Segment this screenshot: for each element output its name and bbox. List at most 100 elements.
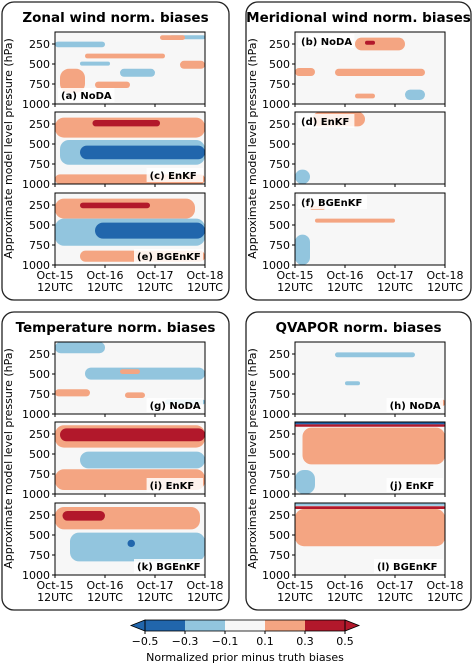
x-tick-label: 12UTC — [277, 281, 313, 294]
y-tick-label: 250 — [269, 199, 290, 212]
y-tick-label: 500 — [269, 138, 290, 151]
y-tick-label: 1000 — [22, 178, 50, 191]
x-tick-label: Oct-17 — [377, 579, 414, 592]
y-tick-label: 250 — [269, 509, 290, 522]
panel-label-bg — [298, 114, 355, 128]
bias-region — [295, 169, 310, 184]
y-tick-label: 500 — [29, 138, 50, 151]
y-tick-label: 250 — [29, 428, 50, 441]
y-tick-label: 750 — [29, 78, 50, 91]
panel-label-bg — [146, 478, 203, 492]
x-tick-label: Oct-18 — [187, 269, 224, 282]
bias-region — [295, 422, 445, 425]
y-tick-label: 500 — [29, 368, 50, 381]
y-axis-label: Approximate model level pressure (hPa) — [2, 348, 15, 569]
y-tick-label: 500 — [29, 219, 50, 232]
y-tick-label: 1000 — [262, 488, 290, 501]
x-tick-label: Oct-18 — [427, 269, 464, 282]
x-tick-label: 12UTC — [187, 591, 223, 604]
y-tick-label: 1000 — [262, 408, 290, 421]
x-tick-label: Oct-16 — [327, 579, 364, 592]
bias-region — [60, 68, 85, 93]
bias-region — [80, 145, 205, 160]
panel-label: (a) NoDA — [61, 91, 112, 102]
bias-region — [80, 61, 110, 66]
x-tick-label: Oct-17 — [377, 269, 414, 282]
y-tick-label: 750 — [269, 549, 290, 562]
panel-label-bg — [58, 88, 115, 102]
bias-region — [365, 40, 375, 45]
bias-region — [345, 381, 360, 386]
x-tick-label: Oct-17 — [137, 269, 174, 282]
y-tick-label: 250 — [269, 348, 290, 361]
colorbar-segment — [145, 620, 185, 631]
y-tick-label: 1000 — [262, 178, 290, 191]
bias-region — [335, 352, 415, 358]
panel-label-bg — [146, 398, 203, 412]
y-tick-label: 500 — [29, 448, 50, 461]
x-tick-label: Oct-15 — [37, 579, 74, 592]
y-tick-label: 750 — [29, 239, 50, 252]
panel-label: (d) EnKF — [301, 117, 349, 128]
bias-region — [60, 428, 205, 442]
bias-region — [85, 53, 165, 59]
bias-region — [120, 68, 155, 77]
bias-region — [295, 234, 310, 265]
contour-layer — [55, 425, 205, 490]
panel-label: (j) EnKF — [390, 481, 435, 492]
panel-label: (c) EnKF — [150, 171, 197, 182]
panel-label-bg — [298, 195, 367, 209]
y-tick-label: 250 — [269, 428, 290, 441]
x-tick-label: Oct-16 — [87, 579, 124, 592]
bias-region — [55, 117, 205, 138]
y-tick-label: 500 — [269, 529, 290, 542]
x-tick-label: 12UTC — [327, 591, 363, 604]
bias-region — [315, 218, 395, 223]
bias-region — [295, 68, 315, 76]
y-tick-label: 1000 — [262, 569, 290, 582]
x-tick-label: Oct-15 — [37, 269, 74, 282]
contour-layer — [335, 352, 445, 406]
colorbar-segment — [225, 620, 265, 631]
bias-region — [62, 511, 105, 521]
bias-region — [95, 81, 130, 88]
bias-region — [80, 202, 150, 209]
bias-region — [355, 93, 375, 99]
contour-layer — [295, 503, 445, 547]
panel-label-bg — [134, 249, 203, 263]
bias-region — [335, 68, 425, 76]
bias-region — [355, 37, 405, 51]
y-tick-label: 750 — [29, 388, 50, 401]
panel-frame — [54, 502, 206, 576]
panel-label: (g) NoDA — [150, 401, 201, 412]
panel-frame — [54, 341, 206, 415]
y-tick-label: 1000 — [22, 98, 50, 111]
y-tick-label: 500 — [269, 448, 290, 461]
colorbar-tick-label: −0.1 — [212, 635, 239, 648]
y-tick-label: 250 — [269, 38, 290, 51]
y-tick-label: 250 — [29, 509, 50, 522]
x-tick-label: 12UTC — [377, 281, 413, 294]
section-frame — [1, 311, 230, 611]
panel-label: (h) NoDA — [390, 401, 441, 412]
panel-frame — [54, 31, 206, 105]
y-tick-label: 250 — [29, 38, 50, 51]
bias-region — [55, 198, 195, 219]
panel-label: (k) BGEnKF — [137, 562, 201, 573]
y-tick-label: 250 — [29, 348, 50, 361]
x-tick-label: 12UTC — [187, 281, 223, 294]
colorbar-frame — [144, 619, 346, 632]
y-tick-label: 1000 — [22, 408, 50, 421]
colorbar-segment — [305, 620, 345, 631]
y-tick-label: 1000 — [22, 259, 50, 272]
section-title: Zonal wind norm. biases — [22, 10, 208, 26]
y-tick-label: 750 — [29, 158, 50, 171]
colorbar-extend-low — [129, 619, 146, 632]
bias-region — [70, 532, 205, 562]
x-tick-label: 12UTC — [137, 591, 173, 604]
x-tick-label: 12UTC — [277, 591, 313, 604]
bias-region — [295, 470, 315, 494]
bias-region — [100, 120, 125, 125]
section-title: Meridional wind norm. biases — [246, 10, 471, 26]
y-tick-label: 500 — [269, 58, 290, 71]
